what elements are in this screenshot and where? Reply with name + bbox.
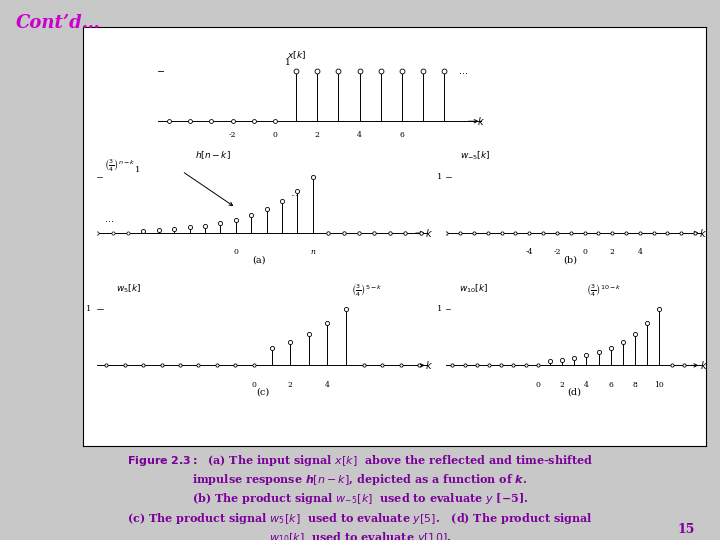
Text: (d): (d) <box>567 388 581 397</box>
Text: $k$: $k$ <box>425 360 433 372</box>
Text: 10: 10 <box>654 381 665 389</box>
Text: $\mathbf{Figure\ 2.3:}$  (a) The input signal $x[k]$  above the reflected and ti: $\mathbf{Figure\ 2.3:}$ (a) The input si… <box>127 453 593 468</box>
Text: 4: 4 <box>325 381 330 389</box>
Text: 4: 4 <box>637 248 642 256</box>
Text: $w_{10}[k]$: $w_{10}[k]$ <box>459 282 487 294</box>
Text: -2: -2 <box>229 131 236 139</box>
Text: $h[n-k]$: $h[n-k]$ <box>195 150 230 161</box>
Text: 0: 0 <box>582 248 587 256</box>
Text: ...: ... <box>105 214 114 224</box>
Text: 1: 1 <box>135 166 140 174</box>
Text: 1: 1 <box>285 58 291 67</box>
Text: (c): (c) <box>256 388 269 397</box>
Text: 2: 2 <box>610 248 615 256</box>
Text: -2: -2 <box>553 248 561 256</box>
Text: $k$: $k$ <box>699 227 707 239</box>
Text: (b): (b) <box>564 255 577 265</box>
Text: 0: 0 <box>233 248 238 256</box>
Text: 2: 2 <box>559 381 564 389</box>
Text: 1: 1 <box>437 305 443 313</box>
Text: $\left(\frac{3}{4}\right)^{10-k}$: $\left(\frac{3}{4}\right)^{10-k}$ <box>586 282 622 299</box>
Text: $w_{-5}[k]$: $w_{-5}[k]$ <box>460 150 490 162</box>
Text: ...: ... <box>459 66 468 76</box>
Text: 8: 8 <box>633 381 637 389</box>
Text: 2: 2 <box>288 381 293 389</box>
Text: (c) The product signal $w_5[k]$  used to evaluate $y[5]$.   (d) The product sign: (c) The product signal $w_5[k]$ used to … <box>127 511 593 526</box>
Text: 6: 6 <box>400 131 405 139</box>
Text: 1: 1 <box>437 173 442 181</box>
Text: 0: 0 <box>251 381 256 389</box>
Text: $w_{10}[k]$  used to evaluate $y[10]$.: $w_{10}[k]$ used to evaluate $y[10]$. <box>269 530 451 540</box>
Text: $k$: $k$ <box>477 115 485 127</box>
Text: (a): (a) <box>252 255 266 265</box>
Text: 4: 4 <box>357 131 362 139</box>
Text: $k$: $k$ <box>426 227 433 239</box>
Text: 1: 1 <box>86 305 91 313</box>
Text: 2: 2 <box>315 131 320 139</box>
Text: 6: 6 <box>608 381 613 389</box>
Text: $\left(\frac{3}{4}\right)^{5-k}$: $\left(\frac{3}{4}\right)^{5-k}$ <box>351 282 383 299</box>
Text: $k$: $k$ <box>700 360 708 372</box>
Text: 15: 15 <box>678 523 695 536</box>
Text: 4: 4 <box>584 381 589 389</box>
Text: ...: ... <box>289 189 297 198</box>
Text: 0: 0 <box>535 381 540 389</box>
Text: $\left(\frac{3}{4}\right)^{n-k}$: $\left(\frac{3}{4}\right)^{n-k}$ <box>104 157 136 174</box>
Text: -4: -4 <box>526 248 533 256</box>
Text: impulse response $\boldsymbol{h}[n - k]$, depicted as a function of $\boldsymbol: impulse response $\boldsymbol{h}[n - k]$… <box>192 472 528 487</box>
Text: n: n <box>310 248 315 256</box>
Text: Cont’d…: Cont’d… <box>16 14 101 31</box>
Text: $x[k]$: $x[k]$ <box>287 50 305 62</box>
Text: (b) The product signal $w_{-5}[k]$  used to evaluate $y$ [−5].: (b) The product signal $w_{-5}[k]$ used … <box>192 491 528 507</box>
Text: 0: 0 <box>272 131 277 139</box>
Text: $w_5[k]$: $w_5[k]$ <box>116 282 140 294</box>
